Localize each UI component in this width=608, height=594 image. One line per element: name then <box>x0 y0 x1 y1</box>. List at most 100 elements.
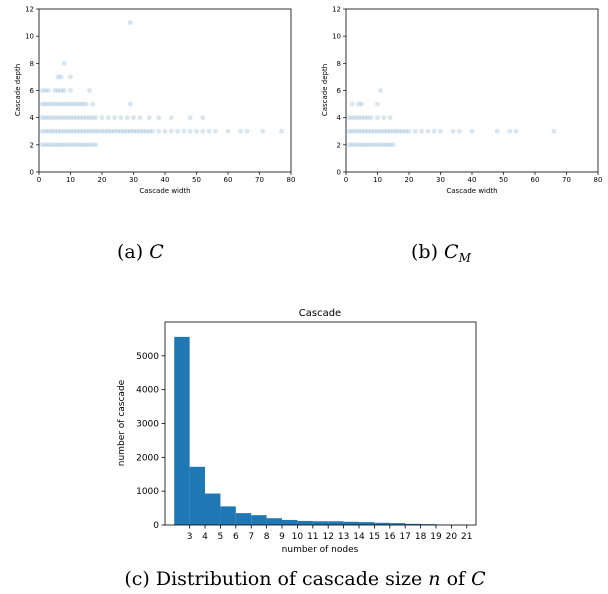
bar <box>174 336 190 525</box>
scatter-point <box>93 142 99 148</box>
x-tick-label: 0 <box>344 176 348 184</box>
x-tick-label: 70 <box>255 176 264 184</box>
scatter-point <box>61 101 67 107</box>
x-tick-label: 0 <box>37 176 41 184</box>
bar <box>266 518 283 525</box>
scatter-point <box>90 142 95 148</box>
scatter-point <box>61 142 67 148</box>
x-tick-label: 80 <box>287 176 296 184</box>
scatter-point <box>390 128 396 134</box>
scatter-point <box>127 20 133 25</box>
scatter-point <box>49 128 54 134</box>
scatter-point <box>87 115 92 121</box>
scatter-point <box>124 115 130 121</box>
scatter-point <box>109 128 114 134</box>
x-tick-label: 40 <box>468 176 477 184</box>
scatter-point <box>52 101 58 107</box>
y-tick-label: 10 <box>25 33 34 41</box>
scatter-point <box>39 101 45 107</box>
scatter-point <box>39 115 45 121</box>
x-tick-label: 14 <box>353 532 365 542</box>
bar <box>297 520 313 525</box>
y-tick-label: 0 <box>30 169 34 177</box>
x-axis-label-a: Cascade width <box>139 187 190 195</box>
scatter-point <box>90 101 95 107</box>
scatter-point <box>71 142 77 148</box>
x-tick-label: 15 <box>369 532 380 542</box>
scatter-point <box>362 128 368 134</box>
scatter-point <box>213 128 218 134</box>
scatter-point <box>42 115 48 121</box>
x-axis-label-b: Cascade width <box>446 187 497 195</box>
scatter-point <box>71 101 77 107</box>
scatter-point <box>349 115 355 121</box>
scatter-point <box>378 88 384 93</box>
bar <box>389 523 406 525</box>
scatter-point <box>90 115 95 121</box>
x-tick-label: 8 <box>264 532 270 542</box>
scatter-point <box>55 88 61 93</box>
scatter-point <box>371 142 377 148</box>
scatter-point <box>55 142 61 148</box>
bar <box>235 513 252 525</box>
scatter-point <box>52 88 58 93</box>
scatter-point <box>49 101 54 107</box>
scatter-point <box>64 101 70 107</box>
scatter-point <box>349 142 355 148</box>
bar <box>251 515 267 525</box>
y-tick-label: 12 <box>25 6 34 14</box>
plot-frame-a <box>38 8 292 173</box>
scatter-point <box>127 101 133 107</box>
y-ticks-c: 0 1000 2000 3000 4000 5000 <box>136 352 165 531</box>
y-ticks-a: 0 2 4 6 8 10 12 <box>25 6 39 177</box>
scatter-point <box>83 142 89 148</box>
scatter-panel-b: 0 10 20 30 40 50 60 70 80 0 2 4 6 8 10 12 Cascade widt… <box>321 6 602 196</box>
x-tick-label: 20 <box>98 176 107 184</box>
scatter-point <box>112 115 117 121</box>
scatter-point <box>362 142 368 148</box>
y-tick-label: 2000 <box>136 453 159 463</box>
scatter-point <box>64 115 70 121</box>
x-ticks-b: 0 10 20 30 40 50 60 70 80 <box>344 172 603 184</box>
scatter-point <box>58 74 64 80</box>
scatter-point <box>87 128 92 134</box>
y-tick-label: 4000 <box>136 386 159 396</box>
bar <box>420 524 436 525</box>
y-tick-label: 3000 <box>136 420 159 430</box>
x-tick-label: 80 <box>594 176 603 184</box>
scatter-point <box>83 128 89 134</box>
scatter-point <box>365 142 371 148</box>
scatter-point <box>55 115 61 121</box>
scatter-point <box>58 115 64 121</box>
scatter-point <box>127 128 133 134</box>
x-tick-label: 17 <box>399 532 410 542</box>
x-tick-label: 18 <box>415 532 427 542</box>
x-tick-label: 12 <box>322 532 333 542</box>
y-axis-label-c: number of cascade <box>117 379 127 466</box>
scatter-point <box>74 142 80 148</box>
x-tick-label: 40 <box>161 176 170 184</box>
x-tick-label: 70 <box>562 176 571 184</box>
scatter-point <box>356 101 361 107</box>
scatter-point <box>368 142 374 148</box>
scatter-point <box>61 115 67 121</box>
scatter-points-b <box>346 88 557 148</box>
scatter-point <box>356 115 361 121</box>
scatter-point <box>194 128 199 134</box>
scatter-point <box>381 128 387 134</box>
scatter-point <box>168 128 174 134</box>
scatter-point <box>80 115 86 121</box>
scatter-point <box>146 128 152 134</box>
scatter-point <box>187 128 193 134</box>
x-tick-label: 10 <box>66 176 75 184</box>
scatter-point <box>52 142 58 148</box>
scatter-point <box>46 88 51 93</box>
scatter-point <box>140 128 146 134</box>
scatter-point <box>124 128 130 134</box>
scatter-point <box>39 142 45 148</box>
scatter-point <box>378 128 384 134</box>
bar <box>405 523 421 525</box>
scatter-point <box>68 88 73 93</box>
scatter-point <box>394 128 399 134</box>
